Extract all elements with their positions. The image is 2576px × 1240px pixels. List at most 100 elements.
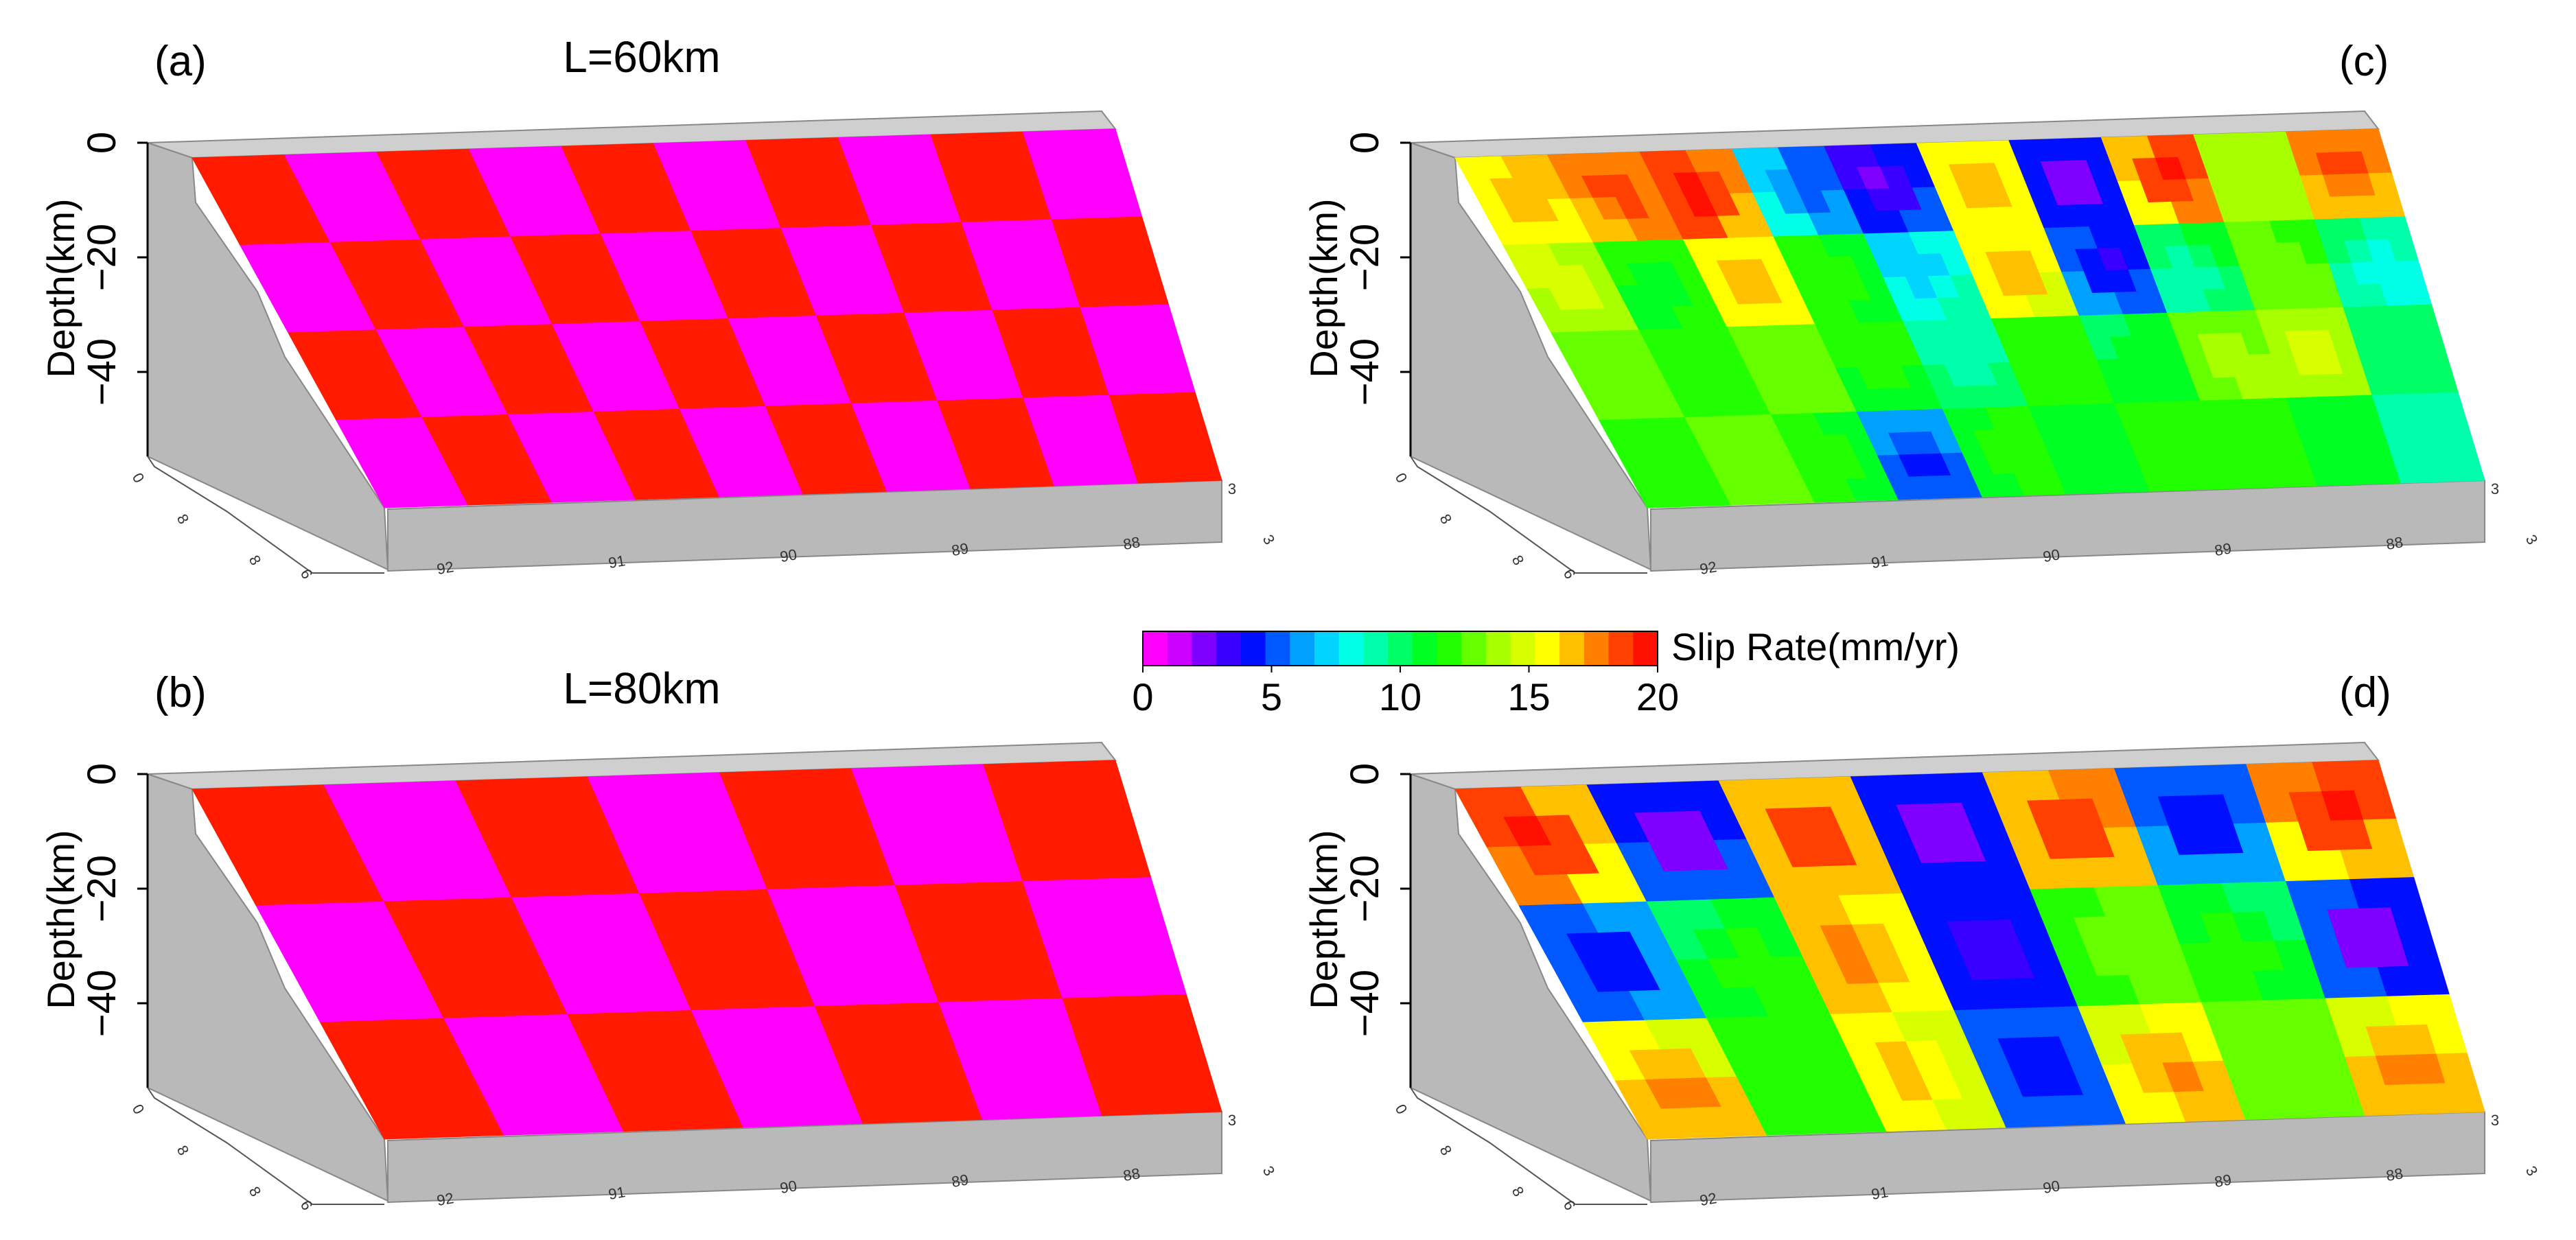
right-tick-label: 3 bbox=[2491, 480, 2499, 498]
front-tick-label: 89 bbox=[2213, 1171, 2232, 1191]
colorbar-swatch bbox=[1314, 631, 1340, 666]
fault-front-block bbox=[387, 1110, 1222, 1204]
colorbar-swatch bbox=[1216, 631, 1242, 666]
front-tick-label: 91 bbox=[607, 1183, 626, 1203]
depth-tick-label: 0 bbox=[80, 763, 124, 785]
colorbar-swatch bbox=[1583, 631, 1610, 666]
colorbar-title: Slip Rate(mm/yr) bbox=[1671, 625, 1960, 668]
front-tick-label: 88 bbox=[1122, 1165, 1141, 1184]
right-tick-label: 3 bbox=[2522, 532, 2542, 548]
side-tick-label: 0 bbox=[129, 1101, 148, 1117]
front-tick-label: 88 bbox=[2384, 533, 2404, 553]
front-tick-label: 89 bbox=[950, 1171, 969, 1191]
side-tick-label: 8 bbox=[246, 552, 265, 568]
depth-tick-label: −20 bbox=[1343, 855, 1387, 922]
front-tick-label: 90 bbox=[778, 546, 798, 565]
depth-tick-label: −40 bbox=[80, 970, 124, 1037]
side-tick-label: 8 bbox=[1509, 1184, 1528, 1200]
front-tick-label: 91 bbox=[1870, 1183, 1889, 1203]
colorbar-swatch bbox=[1608, 631, 1634, 666]
colorbar: 0 5 10 15 20 Slip Rate(mm/yr) bbox=[1132, 625, 1960, 718]
front-tick-label: 92 bbox=[1698, 558, 1717, 578]
depth-tick-label: −20 bbox=[1343, 224, 1387, 291]
slip-surface bbox=[1454, 760, 2485, 1140]
fault-side-wall bbox=[147, 773, 389, 1202]
right-tick-label: 3 bbox=[1228, 1112, 1236, 1129]
depth-tick-label: −40 bbox=[1343, 338, 1387, 406]
side-tick-label: 8 bbox=[1437, 1143, 1456, 1158]
depth-tick-label: 0 bbox=[1343, 763, 1387, 785]
panel-label: (b) bbox=[154, 669, 207, 716]
colorbar-swatch bbox=[1535, 631, 1560, 666]
depth-tick-label: 0 bbox=[80, 132, 124, 154]
depth-axis-label: Depth(km) bbox=[1302, 198, 1345, 377]
colorbar-swatch bbox=[1290, 631, 1315, 666]
depth-axis-label: Depth(km) bbox=[1302, 830, 1345, 1009]
fault-front-block bbox=[387, 479, 1222, 572]
panel-label: (a) bbox=[154, 38, 207, 85]
side-tick-label: 6 bbox=[297, 1197, 316, 1213]
side-tick-label: 8 bbox=[174, 511, 193, 527]
right-tick-label: 3 bbox=[1260, 532, 1279, 548]
depth-tick-label: −20 bbox=[80, 855, 124, 922]
right-tick-label: 3 bbox=[2491, 1112, 2499, 1129]
side-tick-label: 8 bbox=[1437, 511, 1456, 527]
side-tick-label: 8 bbox=[1509, 552, 1528, 568]
base-axis-line bbox=[1410, 456, 1647, 574]
front-tick-label: 89 bbox=[950, 539, 969, 559]
depth-tick-label: −20 bbox=[80, 224, 124, 291]
slip-cell bbox=[1062, 994, 1222, 1116]
colorbar-swatch bbox=[1240, 631, 1266, 666]
side-tick-label: 6 bbox=[1560, 566, 1579, 582]
depth-tick-label: −40 bbox=[80, 338, 124, 406]
depth-tick-label: 0 bbox=[1343, 132, 1387, 154]
base-axis-line bbox=[1410, 1087, 1647, 1205]
colorbar-tick-label: 15 bbox=[1507, 675, 1550, 718]
side-tick-label: 8 bbox=[246, 1184, 265, 1200]
colorbar-swatch bbox=[1167, 631, 1192, 666]
side-tick-label: 0 bbox=[1392, 1101, 1411, 1117]
panel-label: (d) bbox=[2339, 669, 2391, 716]
colorbar-tick-label: 10 bbox=[1379, 675, 1422, 718]
slip-surface bbox=[1454, 128, 2485, 508]
panel-title: L=80km bbox=[563, 664, 720, 713]
side-tick-label: 6 bbox=[297, 566, 316, 582]
front-tick-label: 90 bbox=[2041, 1177, 2061, 1197]
depth-axis-label: Depth(km) bbox=[39, 830, 82, 1009]
slip-cell bbox=[1109, 392, 1222, 484]
front-tick-label: 88 bbox=[2384, 1165, 2404, 1184]
panel-label: (c) bbox=[2339, 38, 2389, 85]
depth-tick-label: −40 bbox=[1343, 970, 1387, 1037]
front-tick-label: 89 bbox=[2213, 539, 2232, 559]
colorbar-swatch bbox=[1192, 631, 1217, 666]
side-tick-label: 8 bbox=[174, 1143, 193, 1158]
side-tick-label: 6 bbox=[1560, 1197, 1579, 1213]
front-tick-label: 92 bbox=[1698, 1189, 1717, 1209]
base-axis-line bbox=[147, 1087, 384, 1205]
colorbar-swatch bbox=[1388, 631, 1413, 666]
slip-cell bbox=[2445, 1081, 2485, 1113]
front-tick-label: 91 bbox=[607, 552, 626, 572]
front-tick-label: 92 bbox=[435, 1189, 454, 1209]
panel-title: L=60km bbox=[563, 32, 720, 82]
slip-surface bbox=[192, 128, 1222, 508]
colorbar-swatch bbox=[1559, 631, 1585, 666]
front-tick-label: 88 bbox=[1122, 533, 1141, 553]
depth-axis-label: Depth(km) bbox=[39, 198, 82, 377]
side-tick-label: 0 bbox=[1392, 470, 1411, 486]
fault-front-block bbox=[1650, 479, 2485, 572]
front-tick-label: 90 bbox=[2041, 546, 2061, 565]
colorbar-swatch bbox=[1338, 631, 1364, 666]
colorbar-tick-label: 20 bbox=[1636, 675, 1679, 718]
fault-side-wall bbox=[147, 141, 389, 571]
front-tick-label: 90 bbox=[778, 1177, 798, 1197]
fault-side-wall bbox=[1410, 773, 1652, 1202]
colorbar-tick-label: 0 bbox=[1132, 675, 1153, 718]
colorbar-tick-label: 5 bbox=[1261, 675, 1282, 718]
right-tick-label: 3 bbox=[1228, 480, 1236, 498]
right-tick-label: 3 bbox=[1260, 1163, 1279, 1179]
